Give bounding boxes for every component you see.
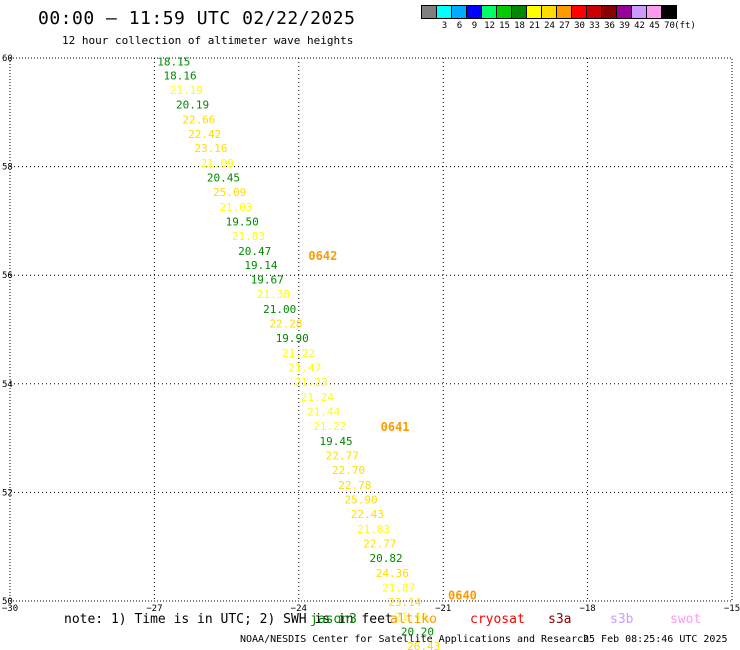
wave-height-label: 20.19 [176,99,209,112]
wave-height-label: 20.45 [207,171,240,184]
wave-height-label: 23.16 [194,142,227,155]
page-subtitle: 12 hour collection of altimeter wave hei… [62,34,354,47]
wave-height-label: 22.66 [182,113,215,126]
x-tick-label: −18 [579,604,595,614]
legend-value-label: 39 [619,21,630,31]
wave-height-label: 22.77 [326,449,359,462]
chart-grid [10,58,732,601]
satellite-s3a: s3a [548,612,572,627]
legend-value-label: 27 [559,21,570,31]
wave-height-label: 24.36 [376,567,409,580]
note-text: note: 1) Time is in UTC; 2) SWH is in fe… [64,612,393,627]
legend-value-label: 24 [544,21,555,31]
wave-height-label: 20.20 [401,625,434,638]
x-tick-label: −30 [2,604,18,614]
plot-frame [9,57,733,602]
footer-credit: NOAA/NESDIS Center for Satellite Applica… [240,634,590,645]
y-tick-label: 56 [2,271,13,281]
wave-height-label: 22.43 [351,508,384,521]
y-tick-label: 60 [2,54,13,64]
x-tick-label: −21 [435,604,451,614]
wave-height-label: 21.03 [219,201,252,214]
legend-value-label: 30 [574,21,585,31]
wave-height-label: 21.87 [382,581,415,594]
x-tick-label: −24 [291,604,307,614]
wave-height-label: 21.24 [301,391,334,404]
satellite-cryosat: cryosat [470,612,525,627]
time-label: 0640 [448,589,477,603]
legend-unit: (ft) [674,21,696,31]
wave-height-label: 20.47 [238,245,271,258]
legend-value-label: 12 [484,21,495,31]
wave-height-label: 21.09 [201,157,234,170]
time-label: 0642 [308,249,337,263]
legend-swatches [421,5,677,19]
wave-height-label: 21.83 [232,230,265,243]
legend-value-label: 21 [529,21,540,31]
satellite-altiko: altiko [390,612,437,627]
legend-value-label: 36 [604,21,615,31]
wave-height-label: 21.22 [282,347,315,360]
wave-height-label: 22.28 [269,318,302,331]
legend-value-label: 9 [471,21,478,31]
satellite-s3b: s3b [610,612,634,627]
wave-height-label: 21.38 [257,288,290,301]
y-tick-label: 54 [2,380,13,390]
time-labels: 0642 0641 0640 [308,249,476,602]
legend-value-label: 15 [499,21,510,31]
wave-height-label: 19.67 [251,274,284,287]
wave-height-label: 21.22 [313,420,346,433]
wave-height-label: 19.90 [276,332,309,345]
wave-height-label: 19.50 [226,215,259,228]
wave-height-label: 19.45 [319,435,352,448]
wave-height-label: 22.77 [363,537,396,550]
x-tick-label: −27 [146,604,162,614]
wave-height-label: 21.00 [263,303,296,316]
wave-height-label: 18.15 [157,55,190,68]
legend-value-label: 18 [514,21,525,31]
wave-height-label: 25.90 [345,493,378,506]
satellite-jason3: jason3 [310,612,357,627]
legend-value-label: 70 [664,21,675,31]
wave-height-label: 18.16 [164,69,197,82]
wave-height-label: 22.70 [332,464,365,477]
y-tick-label: 52 [2,488,13,498]
y-tick-label: 58 [2,163,13,173]
wave-height-label: 20.82 [370,552,403,565]
legend-value-label: 45 [649,21,660,31]
wave-height-label: 21.47 [288,362,321,375]
wave-height-label: 21.83 [357,523,390,536]
satellite-swot: swot [670,612,702,627]
wave-height-label: 21.23 [294,376,327,389]
y-tick-label: 50 [2,597,13,607]
wave-height-label: 26.43 [407,640,440,650]
wave-height-label: 22.42 [188,128,221,141]
time-label: 0641 [381,420,410,434]
legend-labels: 3 6 9 12 15 18 21 24 27 30 33 36 39 42 45 70 (ft) [422,19,696,33]
legend-value-label: 33 [589,21,600,31]
legend-swatch [661,5,677,19]
wave-height-label: 21.44 [307,405,340,418]
x-tick-label: −15 [724,604,740,614]
axis-ticks: −30 −27 −24 −21 −18 −15 50 52 54 56 58 60 [2,54,740,614]
wave-height-label: 19.14 [244,259,277,272]
wave-height-label: 25.09 [213,186,246,199]
wave-height-label: 21.19 [170,84,203,97]
wave-height-label: 21.44 [395,611,428,624]
page-title: 00:00 – 11:59 UTC 02/22/2025 [38,8,356,29]
wave-height-label: 22.78 [338,479,371,492]
color-legend: 3 6 9 12 15 18 21 24 27 30 33 36 39 42 45 70 (ft) [421,5,696,33]
footer-timestamp: 25 Feb 08:25:46 UTC 2025 [583,634,728,645]
wave-height-label: 23.14 [388,596,421,609]
legend-value-label: 3 [441,21,448,31]
legend-value-label: 6 [456,21,463,31]
legend-value-label: 42 [634,21,645,31]
